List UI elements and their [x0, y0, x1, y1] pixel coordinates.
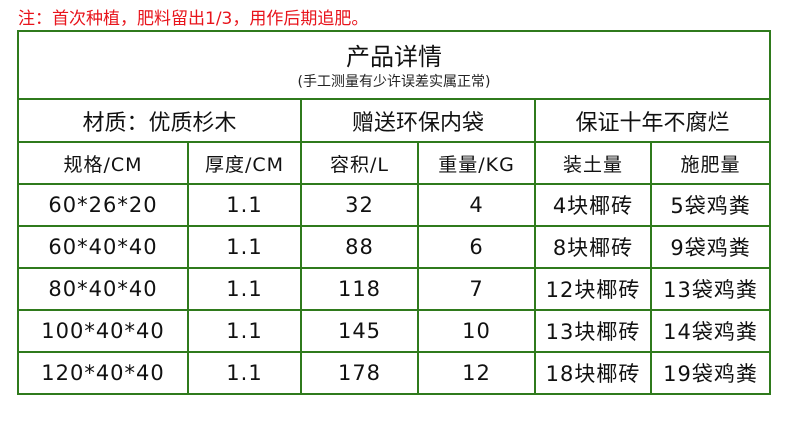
table-cell: 8块椰砖 — [534, 225, 652, 269]
table-row: 80*40*40 1.1 118 7 12块椰砖 13袋鸡粪 — [17, 267, 772, 311]
table-cell: 9袋鸡粪 — [649, 225, 772, 269]
table-cell: 1.1 — [187, 309, 302, 353]
table-cell: 4块椰砖 — [534, 183, 652, 227]
table-cell: 13袋鸡粪 — [649, 267, 772, 311]
column-header: 规格/CM — [17, 141, 189, 185]
column-header-row: 规格/CM 厚度/CM 容积/L 重量/KG 装土量 施肥量 — [17, 141, 772, 185]
table-cell: 1.1 — [187, 267, 302, 311]
table-cell: 12块椰砖 — [534, 267, 652, 311]
table-cell: 120*40*40 — [17, 351, 189, 395]
table-cell: 80*40*40 — [17, 267, 189, 311]
column-header: 容积/L — [300, 141, 419, 185]
table-cell: 1.1 — [187, 351, 302, 395]
table-cell: 4 — [417, 183, 536, 227]
table-row: 60*26*20 1.1 32 4 4块椰砖 5袋鸡粪 — [17, 183, 772, 227]
table-cell: 88 — [300, 225, 419, 269]
table-cell: 100*40*40 — [17, 309, 189, 353]
table-cell: 60*40*40 — [17, 225, 189, 269]
table-cell: 145 — [300, 309, 419, 353]
product-details-table: 产品详情 (手工测量有少许误差实属正常) 材质：优质杉木 赠送环保内袋 保证十年… — [16, 30, 772, 395]
table-row: 60*40*40 1.1 88 6 8块椰砖 9袋鸡粪 — [17, 225, 772, 269]
table-subtitle: (手工测量有少许误差实属正常) — [297, 74, 491, 90]
table-cell: 13块椰砖 — [534, 309, 652, 353]
section-gift-bag: 赠送环保内袋 — [300, 98, 536, 143]
column-header: 重量/KG — [417, 141, 536, 185]
table-row: 100*40*40 1.1 145 10 13块椰砖 14袋鸡粪 — [17, 309, 772, 353]
table-cell: 18块椰砖 — [534, 351, 652, 395]
table-cell: 60*26*20 — [17, 183, 189, 227]
table-row: 120*40*40 1.1 178 12 18块椰砖 19袋鸡粪 — [17, 351, 772, 395]
table-cell: 5袋鸡粪 — [649, 183, 772, 227]
table-cell: 6 — [417, 225, 536, 269]
section-material: 材质：优质杉木 — [17, 98, 302, 143]
section-warranty: 保证十年不腐烂 — [533, 98, 772, 143]
table-cell: 118 — [300, 267, 419, 311]
column-header: 厚度/CM — [187, 141, 302, 185]
column-header: 装土量 — [534, 141, 652, 185]
table-cell: 12 — [417, 351, 536, 395]
table-title: 产品详情 — [346, 43, 443, 71]
planting-note: 注：首次种植，肥料留出1/3，用作后期追肥。 — [18, 9, 369, 29]
table-cell: 1.1 — [187, 225, 302, 269]
table-cell: 14袋鸡粪 — [649, 309, 772, 353]
table-cell: 32 — [300, 183, 419, 227]
table-cell: 1.1 — [187, 183, 302, 227]
title-cell: 产品详情 (手工测量有少许误差实属正常) — [16, 30, 772, 100]
table-cell: 7 — [417, 267, 536, 311]
table-cell: 178 — [300, 351, 419, 395]
table-cell: 19袋鸡粪 — [649, 351, 772, 395]
table-cell: 10 — [417, 309, 536, 353]
column-header: 施肥量 — [649, 141, 772, 185]
